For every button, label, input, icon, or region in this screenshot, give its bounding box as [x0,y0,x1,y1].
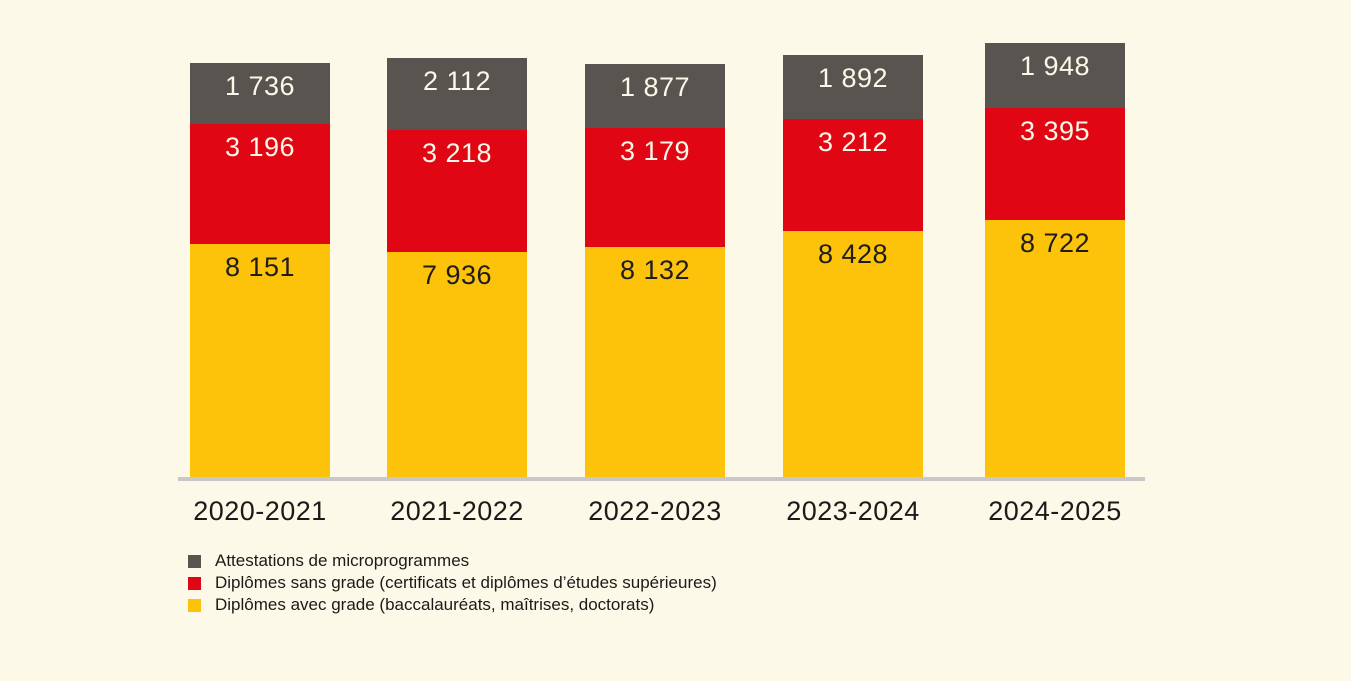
x-axis-label-2021-2022: 2021-2022 [390,496,524,526]
bar-value-label: 2 112 [422,66,492,96]
legend-row: Attestations de microprogrammes [188,550,717,572]
bar-value-label: 1 736 [224,71,296,101]
bar-segment-2020-2021-series-2: 1 736 [190,63,330,124]
x-axis-label-2023-2024: 2023-2024 [786,496,920,526]
bar-segment-2022-2023-series-0: 8 132 [585,247,725,477]
bar-segment-2023-2024-series-1: 3 212 [783,119,923,231]
bar-value-label: 8 151 [224,252,296,282]
bar-segment-2021-2022-series-0: 7 936 [387,252,527,477]
bar-value-label: 3 196 [224,132,296,162]
bar-segment-2020-2021-series-1: 3 196 [190,124,330,244]
bar-value-label: 3 218 [421,138,493,168]
x-axis-line [178,477,1145,481]
bar-value-label: 3 395 [1019,116,1091,146]
bar-value-label: 3 212 [817,127,889,157]
legend-label: Diplômes avec grade (baccalauréats, maît… [215,595,655,614]
x-axis-label-2022-2023: 2022-2023 [588,496,722,526]
bar-segment-2021-2022-series-2: 2 112 [387,58,527,130]
bar-segment-2020-2021-series-0: 8 151 [190,244,330,477]
bar-segment-2024-2025-series-1: 3 395 [985,108,1125,220]
bar-value-label: 7 936 [421,260,493,290]
bar-value-label: 8 132 [619,255,691,285]
legend-swatch-icon [188,554,201,568]
bar-value-label: 8 722 [1019,228,1091,258]
legend: Attestations de microprogrammes Diplômes … [188,550,717,616]
legend-row: Diplômes avec grade (baccalauréats, maît… [188,594,717,616]
legend-swatch-icon [188,598,201,612]
legend-label: Diplômes sans grade (certificats et dipl… [215,573,717,592]
legend-row: Diplômes sans grade (certificats et dipl… [188,572,717,594]
bar-value-label: 1 877 [619,72,691,102]
bar-value-label: 1 948 [1019,51,1091,81]
bar-value-label: 3 179 [619,136,691,166]
x-axis-label-2024-2025: 2024-2025 [988,496,1122,526]
bar-value-label: 1 892 [817,63,889,93]
bar-segment-2023-2024-series-2: 1 892 [783,55,923,119]
x-axis-label-2020-2021: 2020-2021 [193,496,327,526]
bar-segment-2021-2022-series-1: 3 218 [387,130,527,252]
bar-segment-2022-2023-series-2: 1 877 [585,64,725,128]
bar-segment-2023-2024-series-0: 8 428 [783,231,923,477]
bar-value-label: 8 428 [817,239,889,269]
bar-segment-2024-2025-series-0: 8 722 [985,220,1125,477]
bar-segment-2024-2025-series-2: 1 948 [985,43,1125,108]
legend-swatch-icon [188,576,201,590]
legend-label: Attestations de microprogrammes [215,551,470,570]
bar-segment-2022-2023-series-1: 3 179 [585,128,725,247]
